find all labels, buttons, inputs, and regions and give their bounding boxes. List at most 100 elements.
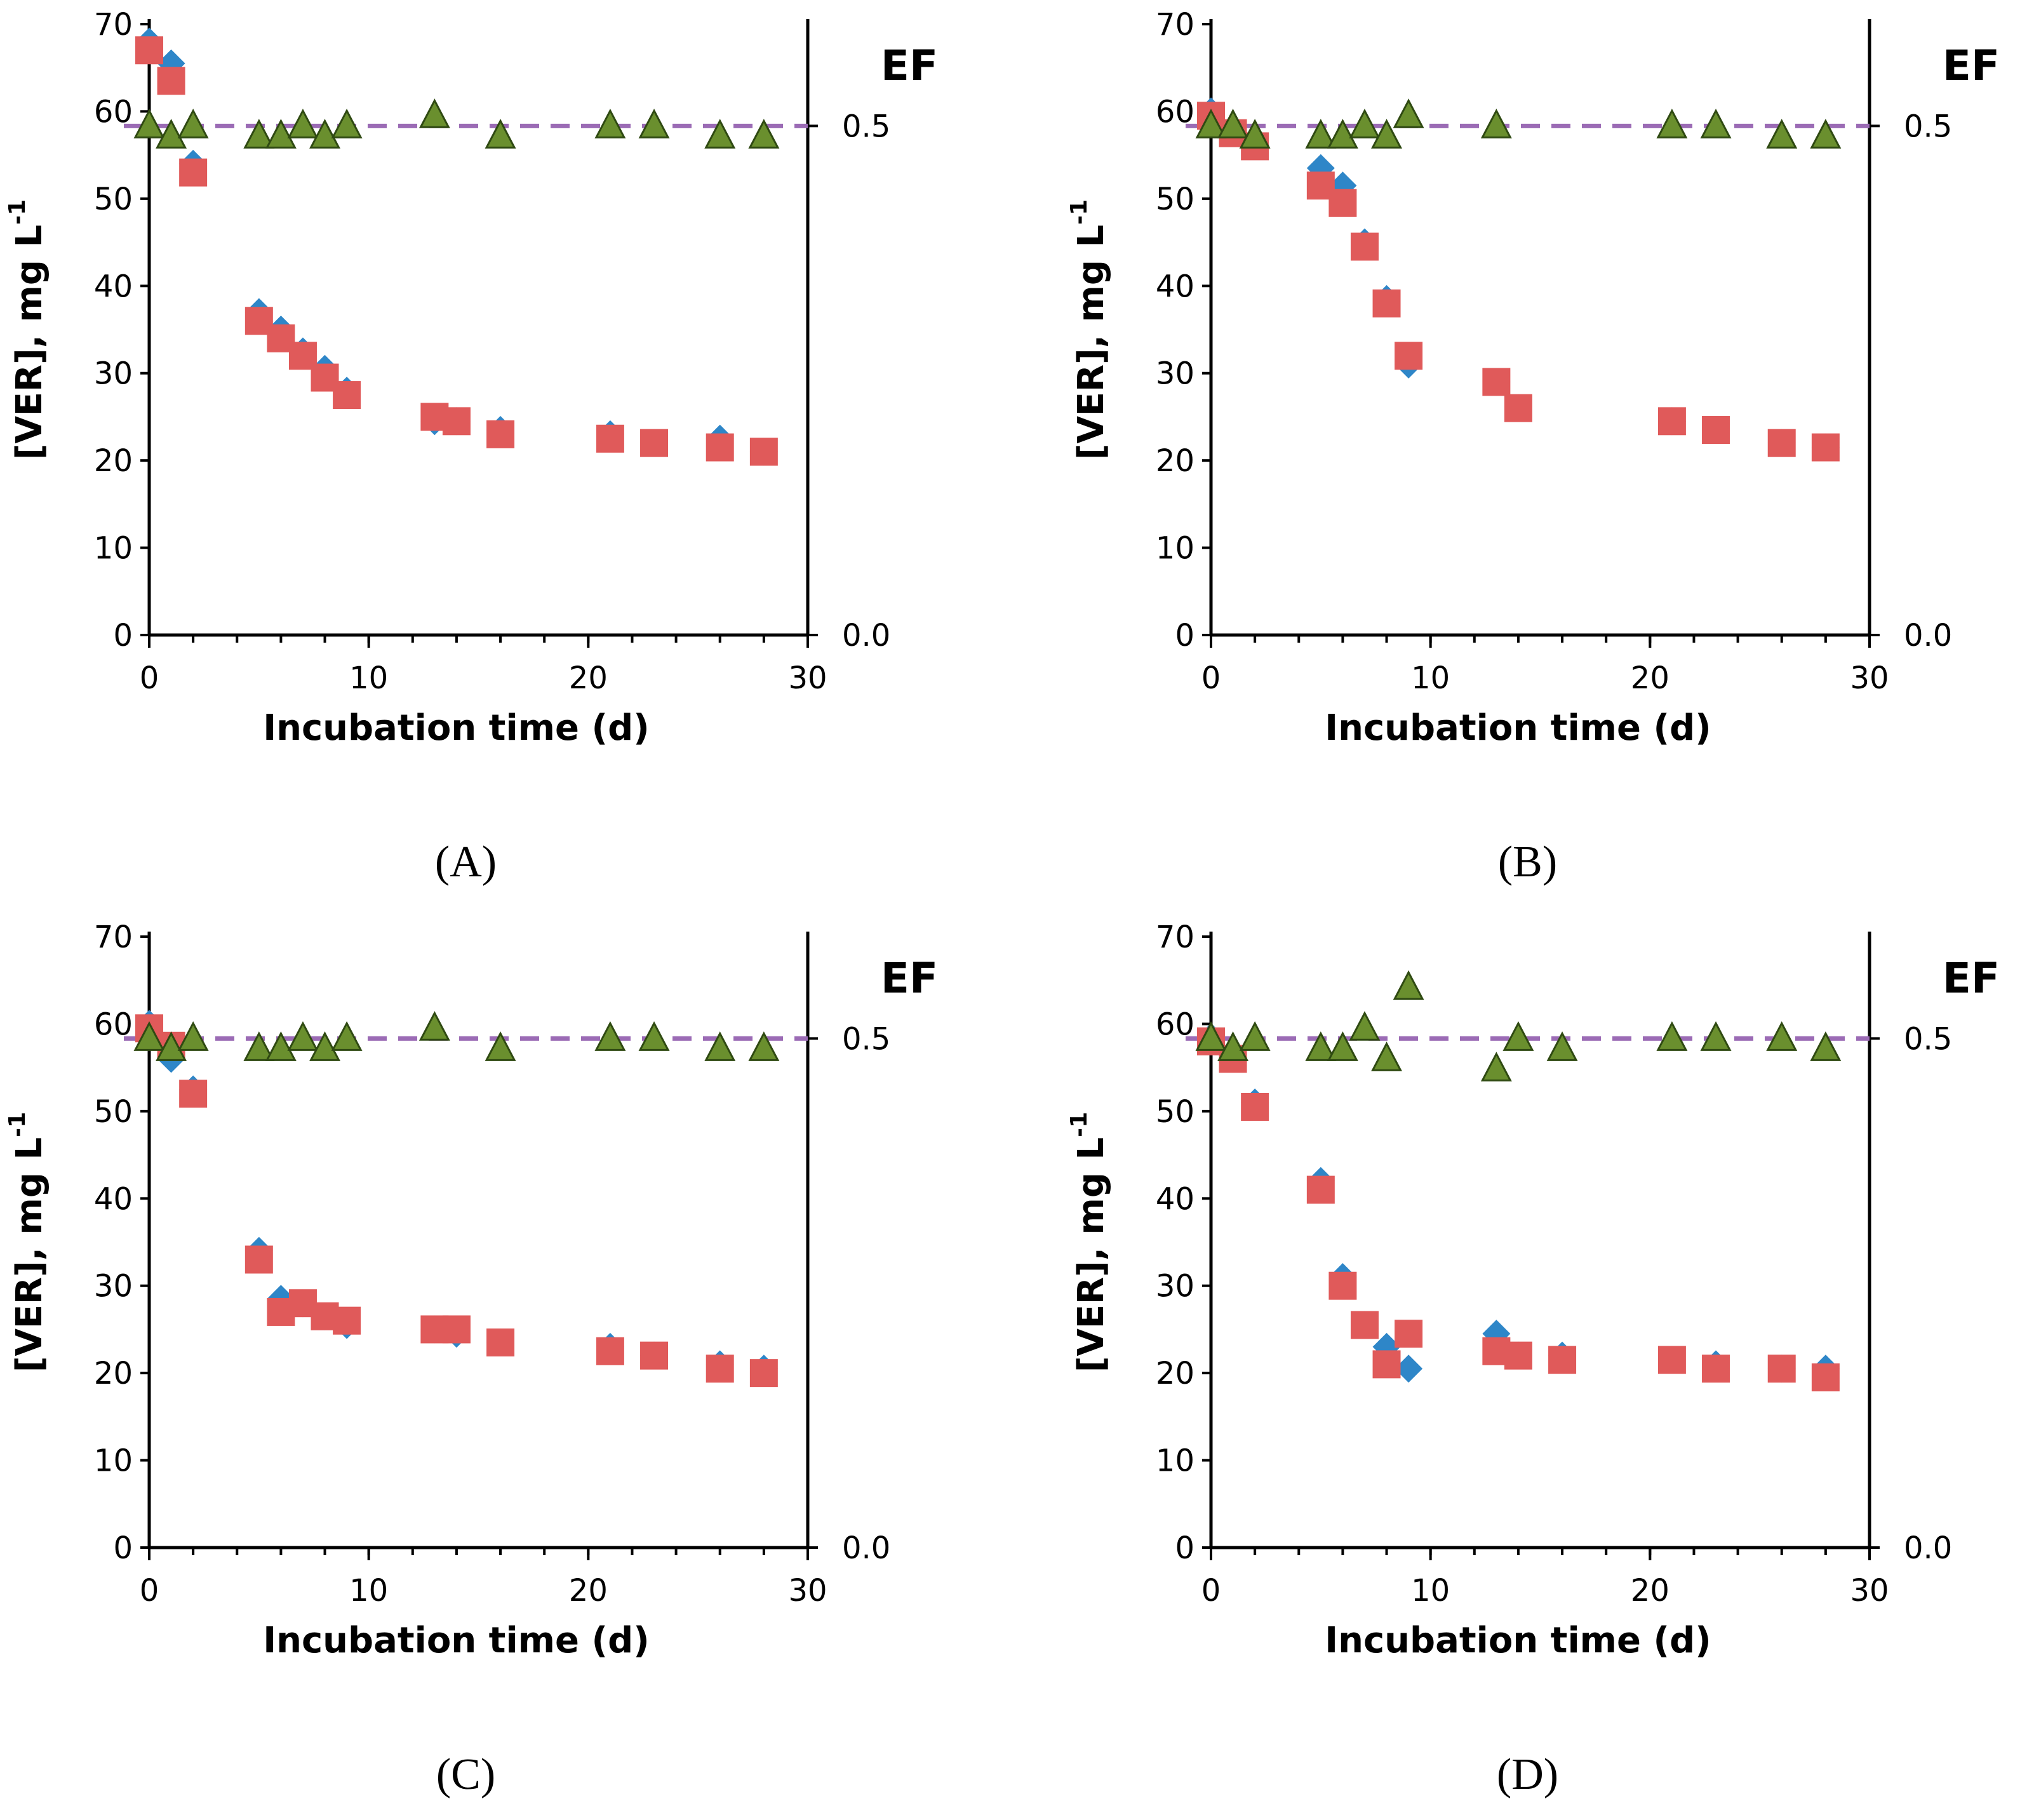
x-axis-title: Incubation time (d) [1325, 1620, 1711, 1661]
y-axis-title-superscript: -1 [1066, 1112, 1092, 1137]
y2-tick-label: 0.0 [1904, 1530, 1952, 1566]
data-point-square [1811, 433, 1840, 462]
y2-tick-label: 0.0 [1904, 618, 1952, 653]
data-point-triangle [1700, 1021, 1732, 1051]
y-tick-label: 20 [1156, 443, 1194, 479]
data-point-triangle [748, 1031, 780, 1061]
y-tick-label: 10 [1156, 1443, 1194, 1479]
data-point-triangle [418, 98, 450, 128]
data-point-triangle [1546, 1031, 1578, 1061]
y-tick-label: 70 [94, 920, 133, 955]
data-point-triangle [265, 119, 297, 149]
y-axis-title: [VER], mg L-1 [4, 199, 50, 460]
x-tick-label: 0 [140, 1573, 159, 1609]
y-tick-label: 20 [94, 1356, 133, 1391]
data-point-square [749, 438, 778, 466]
y-tick-label: 70 [1156, 920, 1194, 955]
data-point-square [1372, 1350, 1401, 1379]
y-axis-title: [VER], mg L-1 [4, 1112, 50, 1372]
y-tick-label: 70 [1156, 7, 1194, 43]
data-point-square [640, 429, 669, 457]
data-point-square [1328, 189, 1357, 217]
data-point-triangle [1810, 119, 1842, 149]
data-point-triangle [1327, 119, 1358, 149]
data-point-triangle [704, 119, 736, 149]
data-point-square [333, 381, 361, 410]
x-tick-label: 30 [1850, 660, 1889, 696]
data-point-triangle [1195, 109, 1227, 138]
data-point-square [1482, 368, 1511, 396]
y-tick-label: 20 [1156, 1356, 1194, 1391]
data-point-triangle [1305, 1031, 1337, 1061]
data-point-square [640, 1341, 669, 1370]
data-point-triangle [177, 109, 209, 138]
data-point-triangle [331, 109, 363, 138]
panel-label: (A) [435, 838, 497, 887]
y-axis-title-superscript: -1 [1066, 199, 1092, 225]
data-point-triangle [265, 1031, 297, 1061]
x-tick-label: 10 [349, 660, 388, 696]
y-tick-label: 10 [1156, 531, 1194, 566]
y-tick-label: 0 [1175, 1530, 1194, 1566]
data-point-triangle [1502, 1021, 1534, 1051]
y2-tick-label: 0.5 [842, 109, 890, 144]
x-tick-label: 10 [1411, 1573, 1450, 1609]
y-axis-title-superscript: -1 [4, 1112, 30, 1137]
data-point-triangle [638, 1021, 670, 1051]
y-tick-label: 50 [94, 182, 133, 217]
y2-tick-label: 0.5 [1904, 1021, 1952, 1057]
y-tick-label: 30 [94, 356, 133, 392]
data-point-triangle [309, 119, 341, 149]
data-point-square [179, 158, 208, 187]
data-point-triangle [133, 109, 165, 138]
data-point-triangle [1239, 119, 1271, 149]
data-point-square [1504, 394, 1532, 422]
y-axis-title-main: [VER], mg L [9, 225, 50, 460]
y-tick-label: 50 [1156, 1094, 1194, 1130]
x-tick-label: 30 [788, 660, 827, 696]
y2-axis-title: EF [881, 954, 938, 1003]
data-point-triangle [1349, 1011, 1381, 1041]
data-point-triangle [1217, 109, 1249, 138]
y2-tick-label: 0.5 [842, 1021, 890, 1057]
x-tick-label: 10 [1411, 660, 1450, 696]
data-point-square [1395, 1320, 1423, 1348]
data-point-triangle [1480, 1052, 1512, 1081]
data-point-triangle [1656, 109, 1688, 138]
data-point-square [1350, 1311, 1379, 1339]
data-point-square [1395, 342, 1423, 370]
data-point-square [157, 67, 185, 95]
data-point-square [1372, 289, 1401, 318]
data-point-square [442, 1315, 471, 1344]
x-tick-label: 30 [788, 1573, 827, 1609]
data-point-triangle [704, 1031, 736, 1061]
data-point-triangle [243, 119, 275, 149]
data-point-triangle [1393, 98, 1424, 128]
data-point-square [1767, 429, 1796, 457]
data-point-square [749, 1359, 778, 1388]
data-point-triangle [1766, 119, 1798, 149]
data-point-square [333, 1306, 361, 1335]
data-point-triangle [485, 1031, 516, 1061]
x-axis-title: Incubation time (d) [263, 707, 650, 749]
y-axis-title-main: [VER], mg L [9, 1137, 50, 1372]
data-point-square [486, 420, 515, 448]
y2-axis-title: EF [881, 41, 938, 90]
data-point-triangle [156, 119, 187, 149]
y2-tick-label: 0.5 [1904, 109, 1952, 144]
data-point-triangle [243, 1031, 275, 1061]
y-tick-label: 30 [1156, 356, 1194, 392]
data-point-square [596, 424, 624, 453]
y-tick-label: 40 [94, 269, 133, 304]
y2-tick-label: 0.0 [842, 618, 890, 653]
x-axis-title: Incubation time (d) [263, 1620, 650, 1661]
x-tick-label: 0 [140, 660, 159, 696]
data-point-square [442, 407, 471, 436]
panel-label: (D) [1497, 1750, 1558, 1799]
data-point-square [1767, 1355, 1796, 1383]
y-tick-label: 70 [94, 7, 133, 43]
